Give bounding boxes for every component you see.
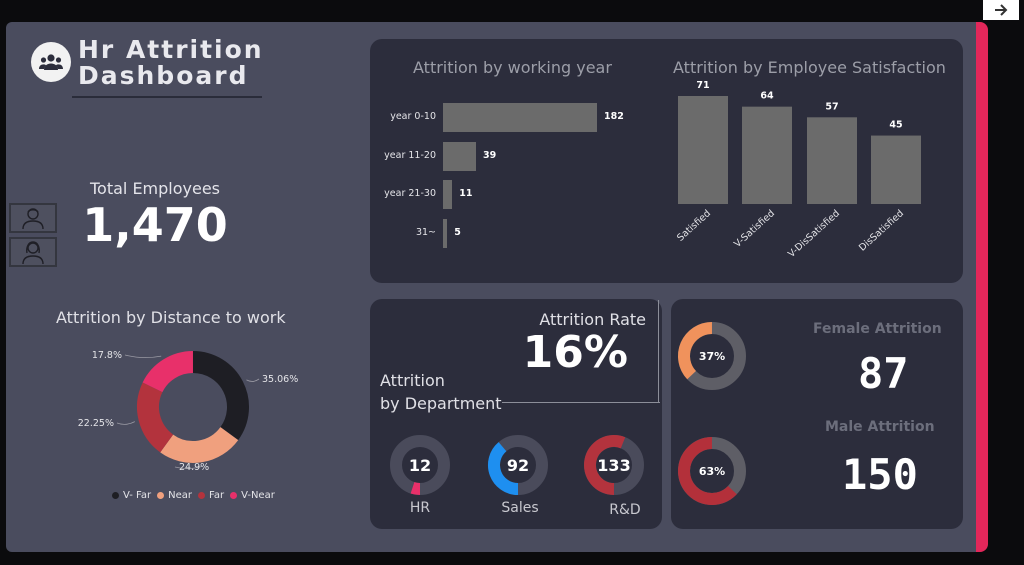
legend-label: Near bbox=[168, 490, 192, 501]
gender-ring[interactable] bbox=[678, 437, 737, 505]
distance-leader-line bbox=[124, 354, 162, 358]
nav-arrow-button[interactable] bbox=[983, 0, 1019, 20]
satisfaction-value-label: 64 bbox=[760, 91, 774, 102]
distance-value-label: 24.9% bbox=[179, 462, 209, 473]
legend-swatch bbox=[198, 492, 205, 499]
distance-legend-item[interactable]: Far bbox=[198, 490, 224, 501]
working-year-category-label: year 0-10 bbox=[390, 111, 436, 122]
male-filter-button[interactable] bbox=[9, 203, 57, 233]
working-year-value-label: 39 bbox=[483, 150, 497, 161]
legend-label: V-Near bbox=[241, 490, 275, 501]
department-title-line2: by Department bbox=[380, 394, 502, 413]
female-attrition-value: 87 bbox=[858, 349, 909, 398]
satisfaction-chart: 71 Satisfied 64 V-Satisfied 57 V-DisSatisfied… bbox=[675, 80, 921, 260]
attrition-rate-value: 16% bbox=[522, 327, 628, 378]
attrition-rate-label: Attrition Rate bbox=[539, 310, 646, 329]
distance-leader-line bbox=[246, 378, 260, 382]
department-rings: 12 92 133 bbox=[390, 435, 644, 496]
distance-legend-item[interactable]: Near bbox=[157, 490, 192, 501]
satisfaction-category-label: V-Satisfied bbox=[732, 208, 777, 250]
dept-label-sales: Sales bbox=[501, 500, 539, 516]
department-title-line1: Attrition bbox=[380, 371, 445, 390]
distance-legend-item[interactable]: V- Far bbox=[112, 490, 151, 501]
working-year-value-label: 182 bbox=[604, 111, 624, 122]
male-avatar-icon bbox=[22, 208, 44, 230]
legend-swatch bbox=[157, 492, 165, 499]
department-ring[interactable] bbox=[584, 435, 626, 495]
distance-value-label: 22.25% bbox=[78, 418, 114, 429]
department-value-label: 12 bbox=[409, 456, 431, 475]
dashboard-title-line2: Dashboard bbox=[78, 61, 249, 90]
distance-title: Attrition by Distance to work bbox=[56, 308, 286, 327]
distance-slice[interactable] bbox=[137, 382, 174, 453]
working-year-bar[interactable] bbox=[443, 180, 453, 209]
legend-label: Far bbox=[209, 490, 225, 501]
satisfaction-title: Attrition by Employee Satisfaction bbox=[673, 58, 946, 77]
male-attrition-label: Male Attrition bbox=[825, 419, 935, 435]
female-attrition-label: Female Attrition bbox=[813, 321, 942, 337]
working-year-bar[interactable] bbox=[443, 219, 448, 248]
distance-leader-line bbox=[116, 421, 135, 425]
department-ring[interactable] bbox=[410, 482, 421, 496]
distance-leader-line bbox=[174, 465, 203, 470]
satisfaction-value-label: 71 bbox=[696, 80, 709, 91]
distance-value-label: 35.06% bbox=[262, 374, 298, 385]
dept-label-rd: R&D bbox=[609, 502, 641, 518]
working-year-category-label: year 11-20 bbox=[384, 150, 436, 161]
distance-value-label: 17.8% bbox=[92, 350, 122, 361]
dept-label-hr: HR bbox=[409, 500, 431, 516]
legend-swatch bbox=[112, 492, 119, 499]
female-filter-button[interactable] bbox=[9, 237, 57, 267]
gender-panel bbox=[671, 299, 963, 529]
total-employees-value: 1,470 bbox=[82, 198, 228, 252]
distance-slice[interactable] bbox=[160, 426, 239, 463]
working-year-category-label: year 21-30 bbox=[384, 188, 436, 199]
working-year-value-label: 11 bbox=[459, 188, 473, 199]
working-year-value-label: 5 bbox=[454, 227, 461, 238]
distance-donut-chart: 35.06% 24.9% 22.25% 17.8% bbox=[78, 350, 298, 473]
satisfaction-bar[interactable] bbox=[742, 106, 792, 204]
arrow-right-icon bbox=[995, 4, 1008, 16]
satisfaction-bar[interactable] bbox=[871, 135, 921, 204]
total-employees-label: Total Employees bbox=[89, 179, 221, 198]
department-value-label: 92 bbox=[507, 456, 529, 475]
legend-label: V- Far bbox=[123, 490, 152, 501]
working-year-bar[interactable] bbox=[443, 142, 476, 171]
people-group-icon bbox=[31, 42, 71, 82]
satisfaction-value-label: 57 bbox=[825, 101, 838, 112]
gender-pct-label: 63% bbox=[699, 465, 725, 478]
gender-ring[interactable] bbox=[678, 322, 713, 380]
distance-legend-item[interactable]: V-Near bbox=[230, 490, 275, 501]
working-year-bar[interactable] bbox=[443, 103, 597, 132]
distance-slice[interactable] bbox=[142, 351, 194, 393]
legend-swatch bbox=[230, 492, 238, 499]
satisfaction-category-label: DisSatisfied bbox=[857, 208, 906, 254]
working-year-chart: year 0-10 182 year 11-20 39 year 21-30 11 31~ 5 bbox=[370, 90, 650, 260]
title-underline bbox=[72, 96, 262, 98]
department-divider-vertical bbox=[658, 300, 659, 403]
department-ring[interactable] bbox=[488, 442, 519, 495]
gender-rings: 37% 63% bbox=[678, 322, 746, 505]
satisfaction-category-label: V-DisSatisfied bbox=[786, 208, 842, 260]
satisfaction-bar[interactable] bbox=[678, 96, 728, 204]
male-attrition-value: 150 bbox=[842, 450, 918, 499]
satisfaction-category-label: Satisfied bbox=[675, 208, 713, 244]
satisfaction-value-label: 45 bbox=[889, 120, 902, 131]
accent-edge bbox=[976, 22, 988, 552]
working-year-title: Attrition by working year bbox=[413, 58, 612, 77]
gender-pct-label: 37% bbox=[699, 350, 725, 363]
distance-slice[interactable] bbox=[192, 351, 249, 441]
working-year-category-label: 31~ bbox=[415, 227, 436, 238]
female-avatar-icon bbox=[22, 241, 44, 265]
satisfaction-bar[interactable] bbox=[807, 117, 857, 204]
dashboard-title-line1: Hr Attrition bbox=[78, 35, 264, 64]
department-divider bbox=[502, 402, 660, 403]
department-value-label: 133 bbox=[597, 456, 630, 475]
distance-legend: V- Far Near Far V-Near bbox=[112, 490, 275, 501]
